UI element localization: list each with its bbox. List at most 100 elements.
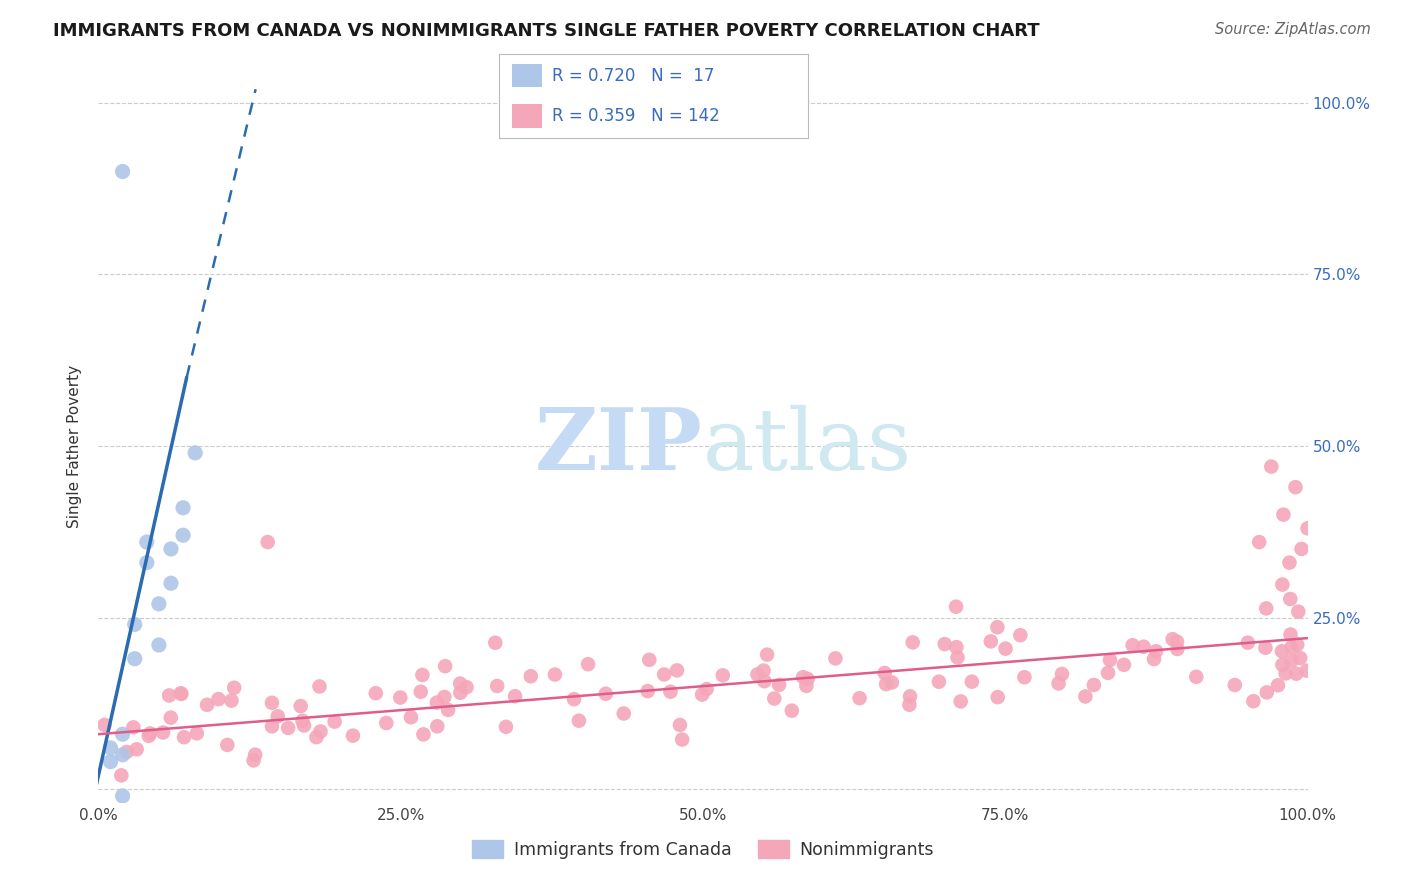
Point <box>1166 634 1188 648</box>
Text: ZIP: ZIP <box>536 404 703 488</box>
Point <box>1249 535 1271 549</box>
Point <box>186 726 208 740</box>
Point <box>949 694 972 708</box>
Point <box>148 597 170 611</box>
Point <box>690 688 713 702</box>
Point <box>1223 678 1246 692</box>
Point <box>495 720 517 734</box>
Point <box>595 687 617 701</box>
Point <box>224 681 246 695</box>
Point <box>260 719 283 733</box>
Point <box>173 731 195 745</box>
Bar <box>512 63 543 87</box>
Point <box>763 691 786 706</box>
Point <box>1274 666 1296 681</box>
Point <box>768 678 790 692</box>
Point <box>1271 657 1294 672</box>
Point <box>364 686 387 700</box>
Point <box>898 698 921 712</box>
Point <box>160 576 183 591</box>
Point <box>671 732 693 747</box>
Point <box>711 668 734 682</box>
Point <box>184 446 207 460</box>
Point <box>412 727 434 741</box>
Point <box>449 676 471 690</box>
Text: R = 0.359   N = 142: R = 0.359 N = 142 <box>551 107 720 125</box>
Point <box>1295 664 1317 678</box>
Point <box>1166 642 1188 657</box>
Point <box>665 664 688 678</box>
Point <box>111 789 134 803</box>
Point <box>652 667 675 681</box>
Point <box>1286 605 1309 619</box>
Point <box>170 687 193 701</box>
Point <box>305 730 328 744</box>
Point <box>256 535 278 549</box>
Point <box>562 692 585 706</box>
Point <box>389 690 412 705</box>
Point <box>1083 678 1105 692</box>
Point <box>157 689 180 703</box>
Text: IMMIGRANTS FROM CANADA VS NONIMMIGRANTS SINGLE FATHER POVERTY CORRELATION CHART: IMMIGRANTS FROM CANADA VS NONIMMIGRANTS … <box>53 22 1040 40</box>
Point <box>945 599 967 614</box>
Point <box>752 664 775 678</box>
Text: Source: ZipAtlas.com: Source: ZipAtlas.com <box>1215 22 1371 37</box>
Point <box>170 686 193 700</box>
Point <box>1185 670 1208 684</box>
Point <box>1279 592 1302 607</box>
Legend: Immigrants from Canada, Nonimmigrants: Immigrants from Canada, Nonimmigrants <box>465 833 941 865</box>
Point <box>994 641 1017 656</box>
Point <box>1144 644 1167 658</box>
Point <box>426 696 449 710</box>
Point <box>1278 556 1301 570</box>
Point <box>1285 666 1308 681</box>
Point <box>544 667 567 681</box>
Point <box>1047 676 1070 690</box>
Point <box>792 670 814 684</box>
Point <box>987 690 1010 705</box>
Point <box>195 698 218 712</box>
Point <box>875 677 897 691</box>
Point <box>946 650 969 665</box>
Y-axis label: Single Father Poverty: Single Father Poverty <box>67 365 83 527</box>
Point <box>292 718 315 732</box>
Point <box>1098 653 1121 667</box>
Point <box>1260 459 1282 474</box>
Point <box>135 535 157 549</box>
Point <box>1286 638 1309 652</box>
Point <box>1281 654 1303 668</box>
Point <box>754 674 776 689</box>
Point <box>934 637 956 651</box>
Point <box>780 704 803 718</box>
Point <box>115 745 138 759</box>
Point <box>342 729 364 743</box>
Point <box>1279 627 1302 641</box>
Point <box>669 718 692 732</box>
Point <box>1241 694 1264 708</box>
Text: atlas: atlas <box>703 404 912 488</box>
Point <box>637 684 659 698</box>
Point <box>308 680 330 694</box>
Point <box>267 709 290 723</box>
Point <box>1112 657 1135 672</box>
Point <box>1122 638 1144 652</box>
Point <box>277 721 299 735</box>
Point <box>1281 640 1303 655</box>
Point <box>1014 670 1036 684</box>
Point <box>1284 480 1306 494</box>
Point <box>111 727 134 741</box>
Point <box>1271 644 1294 658</box>
Point <box>434 659 457 673</box>
Point <box>484 636 506 650</box>
Point <box>217 738 239 752</box>
Point <box>696 682 718 697</box>
Point <box>437 703 460 717</box>
Point <box>796 679 818 693</box>
Point <box>945 640 967 654</box>
Point <box>486 679 509 693</box>
Point <box>160 541 183 556</box>
Point <box>152 725 174 739</box>
Point <box>111 747 134 762</box>
Point <box>411 668 433 682</box>
Point <box>638 653 661 667</box>
